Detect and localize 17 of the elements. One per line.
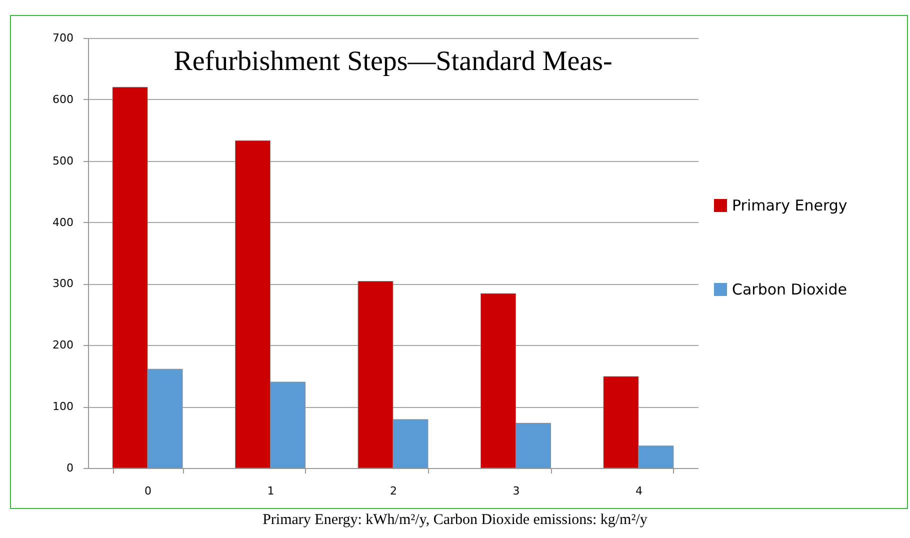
y-tick-label: 600 (52, 92, 74, 106)
y-tick-label: 400 (52, 216, 74, 229)
x-tick-label: 0 (144, 484, 152, 498)
x-tick-label: 2 (390, 484, 397, 498)
y-tick-label: 100 (52, 400, 74, 414)
x-tick-label: 3 (512, 484, 520, 498)
y-tick-label: 500 (52, 154, 74, 168)
y-tick-label: 200 (52, 338, 74, 352)
y-tick-label: 300 (52, 277, 74, 290)
x-tick-label: 1 (267, 484, 274, 498)
text: Primary Energy: kWh/m²/y, Carbon Dioxide emissions: kg/m²/y (262, 512, 648, 529)
x-tick-label: 4 (635, 484, 642, 498)
legend-label: Primary Energy (732, 196, 848, 214)
legend-label: Carbon Dioxide (732, 280, 848, 298)
chart-title: Refurbishment Steps—Standard Meas- (174, 46, 612, 77)
y-tick-label: 0 (66, 462, 74, 474)
y-tick-label: 700 (52, 32, 74, 44)
